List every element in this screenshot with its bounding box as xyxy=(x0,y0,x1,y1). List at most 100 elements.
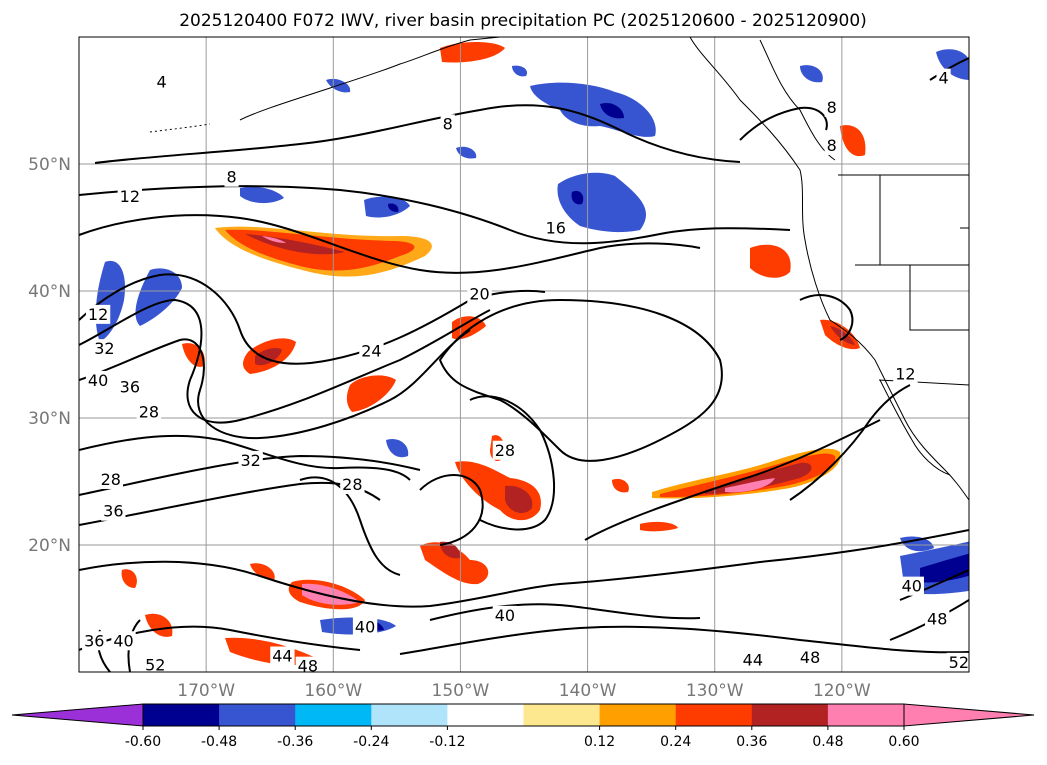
longitude-labels: 170°W 160°W 150°W 140°W 130°W 120°W xyxy=(177,681,871,701)
precip-blob xyxy=(640,521,678,532)
contour-label-bg xyxy=(143,655,168,672)
precip-blob xyxy=(121,569,137,588)
precip-blob xyxy=(571,190,584,205)
contour-label: 40 xyxy=(902,577,922,596)
precip-blob xyxy=(660,453,836,498)
colorbar-tick-label: -0.24 xyxy=(353,734,389,750)
contour-label: 32 xyxy=(240,451,260,470)
contour-label-bg xyxy=(295,656,321,672)
iwv-contour xyxy=(79,185,791,245)
contour-label-bg xyxy=(440,114,455,134)
iwv-contour xyxy=(419,474,484,546)
contour-label: 36 xyxy=(84,631,104,650)
map-background xyxy=(79,37,969,672)
colorbar-tick-label: -0.60 xyxy=(125,734,161,750)
colorbar-extend-left xyxy=(11,703,144,727)
aleutian-islands xyxy=(149,123,211,133)
colorbar-tick-label: 0.48 xyxy=(812,734,843,750)
contour-label: 40 xyxy=(355,617,375,636)
canadian-archipelago xyxy=(759,39,836,161)
contour-label: 8 xyxy=(827,98,837,117)
lon-tick-label: 150°W xyxy=(432,681,490,701)
contour-label: 28 xyxy=(495,441,515,460)
contour-label: 36 xyxy=(120,377,140,396)
contour-label-bg xyxy=(936,68,951,88)
contour-label: 40 xyxy=(495,606,515,625)
contour-label: 8 xyxy=(827,136,837,155)
precip-blob xyxy=(420,542,489,585)
contour-label-bg xyxy=(543,218,568,238)
contour-label: 36 xyxy=(103,502,123,521)
contour-label-bg xyxy=(946,652,969,672)
precip-blob xyxy=(346,375,396,412)
contour-label-bg xyxy=(82,631,107,651)
contour-label: 44 xyxy=(272,646,292,665)
contour-label-bg xyxy=(98,469,123,489)
contour-label-bg xyxy=(270,646,295,666)
contour-label: 40 xyxy=(88,371,108,390)
colorbar-segment xyxy=(751,704,829,726)
contour-label: 48 xyxy=(800,648,820,667)
lat-tick-label: 40°N xyxy=(28,282,71,302)
precip-blob xyxy=(388,203,399,212)
contour-label-bg xyxy=(492,605,518,625)
contour-label: 20 xyxy=(469,285,489,304)
precip-blob xyxy=(900,536,934,552)
iwv-contour xyxy=(899,569,969,601)
contour-label: 12 xyxy=(895,365,915,384)
precip-blob xyxy=(571,103,640,129)
precip-blob xyxy=(800,65,823,83)
precip-blob xyxy=(830,326,855,345)
contour-label: 52 xyxy=(949,653,969,672)
contour-label: 48 xyxy=(298,657,318,676)
colorbar-segment xyxy=(143,704,220,726)
precip-blob xyxy=(440,42,505,63)
iwv-contours xyxy=(79,57,969,672)
precip-blob xyxy=(512,65,528,77)
precip-blob xyxy=(250,563,275,580)
contour-label-bg xyxy=(824,135,839,155)
colorbar-segment xyxy=(295,704,372,726)
contour-label: 28 xyxy=(139,403,159,422)
lat-tick-label: 50°N xyxy=(28,155,71,175)
colorbar-tick-label: 0.36 xyxy=(736,734,767,750)
contour-label: 28 xyxy=(101,470,121,489)
precip-blob xyxy=(456,146,477,159)
contour-label: 40 xyxy=(113,631,133,650)
contour-label-bg xyxy=(492,440,518,460)
iwv-contour xyxy=(739,106,828,141)
colorbar-segment xyxy=(447,704,524,726)
iwv-contour xyxy=(799,294,854,341)
contour-label-bg xyxy=(117,377,143,397)
contour-label-bg xyxy=(101,501,126,521)
iwv-contour xyxy=(79,529,969,608)
precip-blob xyxy=(440,541,461,559)
contour-label-bg xyxy=(359,341,384,361)
colorbar-segment xyxy=(523,704,601,726)
contour-label-bg xyxy=(85,304,111,324)
contour-label: 12 xyxy=(120,187,140,206)
map-frame xyxy=(78,36,970,673)
contour-label: 52 xyxy=(145,655,165,674)
precip-blob xyxy=(750,244,791,278)
contour-label-bg xyxy=(797,647,823,667)
contour-label-bg xyxy=(85,370,111,390)
contour-label-bg xyxy=(352,617,378,637)
iwv-contour xyxy=(469,395,556,531)
contour-label: 24 xyxy=(361,342,381,361)
lat-tick-label: 20°N xyxy=(28,536,71,556)
colorbar-extend-right xyxy=(903,703,1035,727)
iwv-contour xyxy=(429,603,701,621)
precip-blob xyxy=(725,478,775,493)
contour-label: 12 xyxy=(88,305,108,324)
colorbar-segment xyxy=(371,704,448,726)
contour-label-bg xyxy=(893,364,918,384)
baja-california xyxy=(879,379,951,476)
iwv-contour xyxy=(299,476,401,576)
contour-label-bg xyxy=(925,609,950,629)
contour-label-bg xyxy=(467,284,492,304)
us-state-borders xyxy=(855,175,969,386)
latitude-labels: 20°N 30°N 40°N 50°N xyxy=(28,155,71,556)
